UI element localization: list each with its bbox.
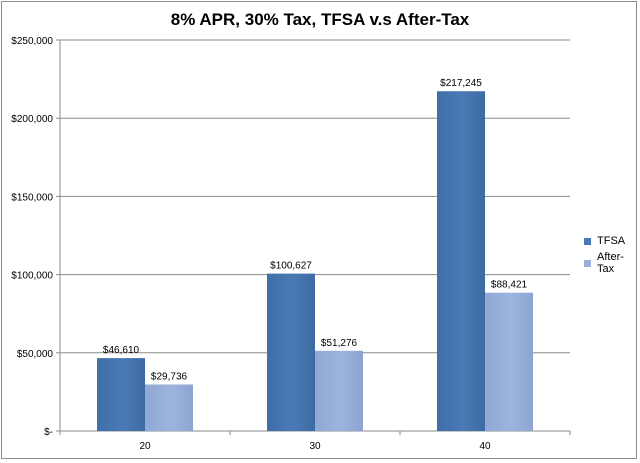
- y-tick-label: $150,000: [11, 192, 53, 203]
- data-label-after-tax: $88,421: [491, 280, 528, 291]
- data-label-tfsa: $46,610: [103, 345, 140, 356]
- data-label-tfsa: $100,627: [270, 261, 312, 272]
- data-label-after-tax: $29,736: [151, 371, 188, 382]
- bar-after-tax: [315, 350, 363, 431]
- x-tick-label: 40: [479, 441, 491, 452]
- legend-item-tfsa: TFSA: [584, 232, 636, 250]
- y-tick-label: $200,000: [11, 114, 53, 125]
- legend-swatch-tfsa: [584, 237, 591, 245]
- y-tick-label: $100,000: [11, 271, 53, 282]
- x-tick-label: 20: [139, 441, 151, 452]
- legend-swatch-after-tax: [584, 259, 591, 267]
- bar-after-tax: [485, 292, 533, 431]
- y-tick-label: $250,000: [11, 36, 53, 47]
- chart-title: 8% APR, 30% Tax, TFSA v.s After-Tax: [170, 10, 470, 29]
- y-tick-label: $50,000: [17, 349, 54, 360]
- bar-after-tax: [145, 384, 193, 431]
- legend: TFSA After-Tax: [584, 232, 636, 276]
- legend-label-after-tax: After-Tax: [597, 251, 624, 275]
- legend-label-tfsa: TFSA: [597, 235, 626, 247]
- bar-tfsa: [437, 91, 485, 431]
- x-tick-label: 30: [309, 441, 321, 452]
- bar-tfsa: [97, 358, 145, 431]
- bar-tfsa: [267, 273, 315, 431]
- legend-item-after-tax: After-Tax: [584, 251, 636, 275]
- data-label-tfsa: $217,245: [440, 78, 482, 89]
- data-label-after-tax: $51,276: [321, 338, 358, 349]
- y-tick-label: $-: [44, 427, 53, 438]
